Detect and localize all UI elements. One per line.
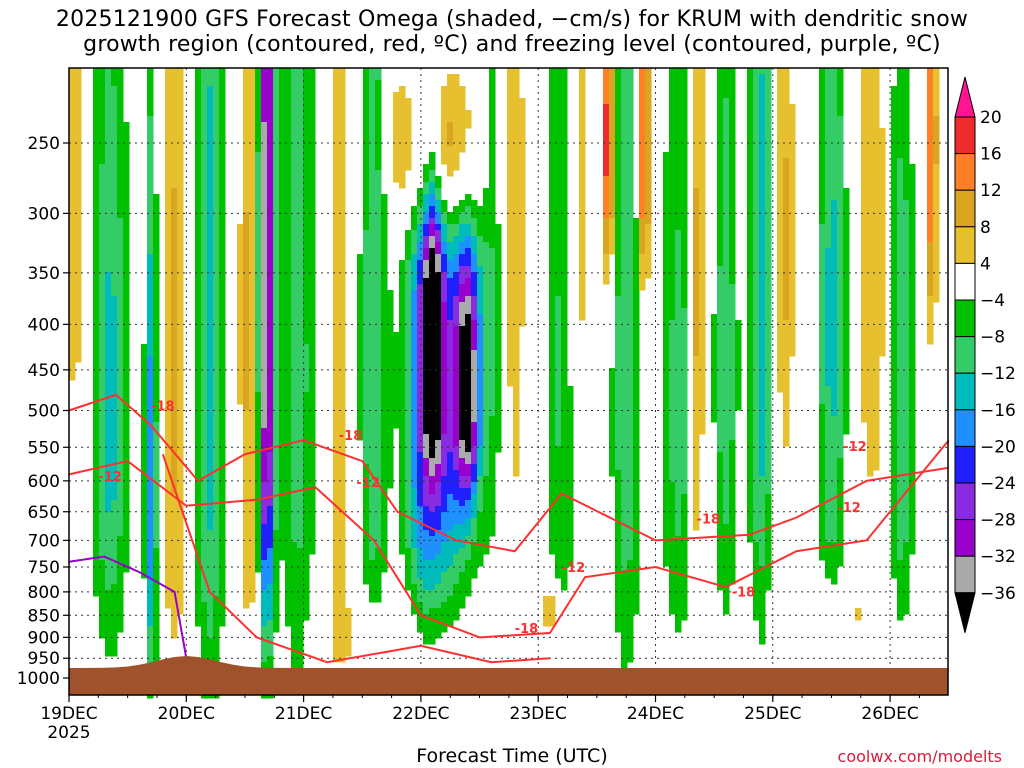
colorbar-segment — [954, 189, 976, 228]
contours: -18 -12 -18 -12 -12 -18 -18 -12 -18 -12 — [68, 393, 950, 664]
colorbar-segment — [954, 409, 976, 447]
y-tick-label: 700 — [28, 531, 60, 551]
colorbar-top-arrow — [954, 76, 976, 118]
x-tick-label: 26DEC — [861, 704, 918, 724]
colorbar-label: 12 — [980, 181, 1002, 201]
contour-label: -18 — [151, 400, 175, 415]
colorbar-segment — [954, 262, 976, 301]
colorbar-segment — [954, 482, 976, 521]
colorbar-segment — [954, 519, 976, 557]
colorbar-segment — [954, 336, 976, 374]
dgz-contour-line — [68, 393, 949, 553]
x-tick-label: 25DEC — [744, 704, 801, 724]
terrain — [69, 656, 949, 695]
colorbar-label: −12 — [980, 364, 1016, 384]
x-year-label: 2025 — [47, 723, 90, 743]
contour-label: -12 — [837, 501, 861, 516]
grid-lines — [68, 68, 948, 695]
y-tick-label: 650 — [28, 503, 60, 523]
y-tick-label: 750 — [28, 558, 60, 578]
colorbar-label: −20 — [980, 437, 1016, 457]
colorbar-segment — [954, 226, 976, 264]
y-tick-label: 950 — [28, 649, 60, 669]
colorbar-segment — [954, 153, 976, 191]
colorbar-label: 4 — [980, 254, 991, 274]
contour-label: -18 — [697, 512, 721, 527]
colorbar-label: 20 — [980, 108, 1002, 128]
x-axis-label: Forecast Time (UTC) — [416, 745, 608, 767]
chart-title-line-1: 2025121900 GFS Forecast Omega (shaded, −… — [55, 7, 969, 32]
x-tick-label: 24DEC — [627, 704, 684, 724]
credit-link[interactable]: coolwx.com/modelts — [837, 747, 1002, 766]
contour-label: -18 — [339, 429, 363, 444]
y-tick-label: 600 — [28, 472, 60, 492]
y-tick-label: 550 — [28, 438, 60, 458]
x-tick-label: 22DEC — [392, 704, 449, 724]
y-tick-label: 500 — [28, 402, 60, 422]
colorbar-bottom-arrow — [954, 592, 976, 633]
colorbar-label: −32 — [980, 547, 1016, 567]
omega-shading — [69, 68, 940, 699]
dgz-contour-line — [161, 453, 550, 664]
y-tick-label: 350 — [28, 264, 60, 284]
contour-label: -18 — [515, 622, 539, 637]
freezing-level-contour — [68, 555, 188, 659]
x-axis: 19DEC 20DEC 21DEC 22DEC 23DEC 24DEC 25DEC 26DEC… — [40, 695, 920, 743]
y-tick-label: 400 — [28, 315, 60, 335]
y-tick-label: 1000 — [17, 669, 60, 689]
colorbar-segment — [954, 299, 976, 338]
x-tick-label: 23DEC — [510, 704, 567, 724]
colorbar: 20 16 12 8 4 −4 −8 −12 −16 −20 −24 −28 −32 −36 — [954, 76, 1016, 633]
contour-label: -12 — [356, 476, 380, 491]
colorbar-label: −4 — [980, 291, 1005, 311]
contour-label: -18 — [732, 586, 756, 601]
colorbar-segment — [954, 372, 976, 411]
colorbar-segment — [954, 116, 976, 155]
colorbar-label: 8 — [980, 218, 991, 238]
colorbar-label: −36 — [980, 584, 1016, 604]
y-axis: 2503003504004505005506006507007508008509… — [17, 134, 69, 689]
y-tick-label: 900 — [28, 628, 60, 648]
colorbar-label: −8 — [980, 328, 1005, 348]
contour-label: -12 — [562, 561, 586, 576]
y-tick-label: 800 — [28, 583, 60, 603]
y-tick-label: 850 — [28, 606, 60, 626]
colorbar-label: −28 — [980, 511, 1016, 531]
colorbar-segment — [954, 445, 976, 484]
contour-label: -12 — [98, 470, 122, 485]
colorbar-label: 16 — [980, 145, 1002, 165]
y-tick-label: 250 — [28, 134, 60, 154]
colorbar-label: −16 — [980, 401, 1016, 421]
chart-title-line-2: growth region (contoured, red, ºC) and f… — [83, 32, 941, 57]
x-tick-label: 19DEC — [40, 704, 97, 724]
colorbar-label: −24 — [980, 474, 1016, 494]
colorbar-segment — [954, 555, 976, 594]
x-tick-label: 20DEC — [158, 704, 215, 724]
x-tick-label: 21DEC — [275, 704, 332, 724]
contour-label: -12 — [843, 440, 867, 455]
y-tick-label: 300 — [28, 204, 60, 224]
dgz-contour-line — [68, 439, 950, 639]
y-tick-label: 450 — [28, 361, 60, 381]
terrain-area — [69, 656, 949, 695]
